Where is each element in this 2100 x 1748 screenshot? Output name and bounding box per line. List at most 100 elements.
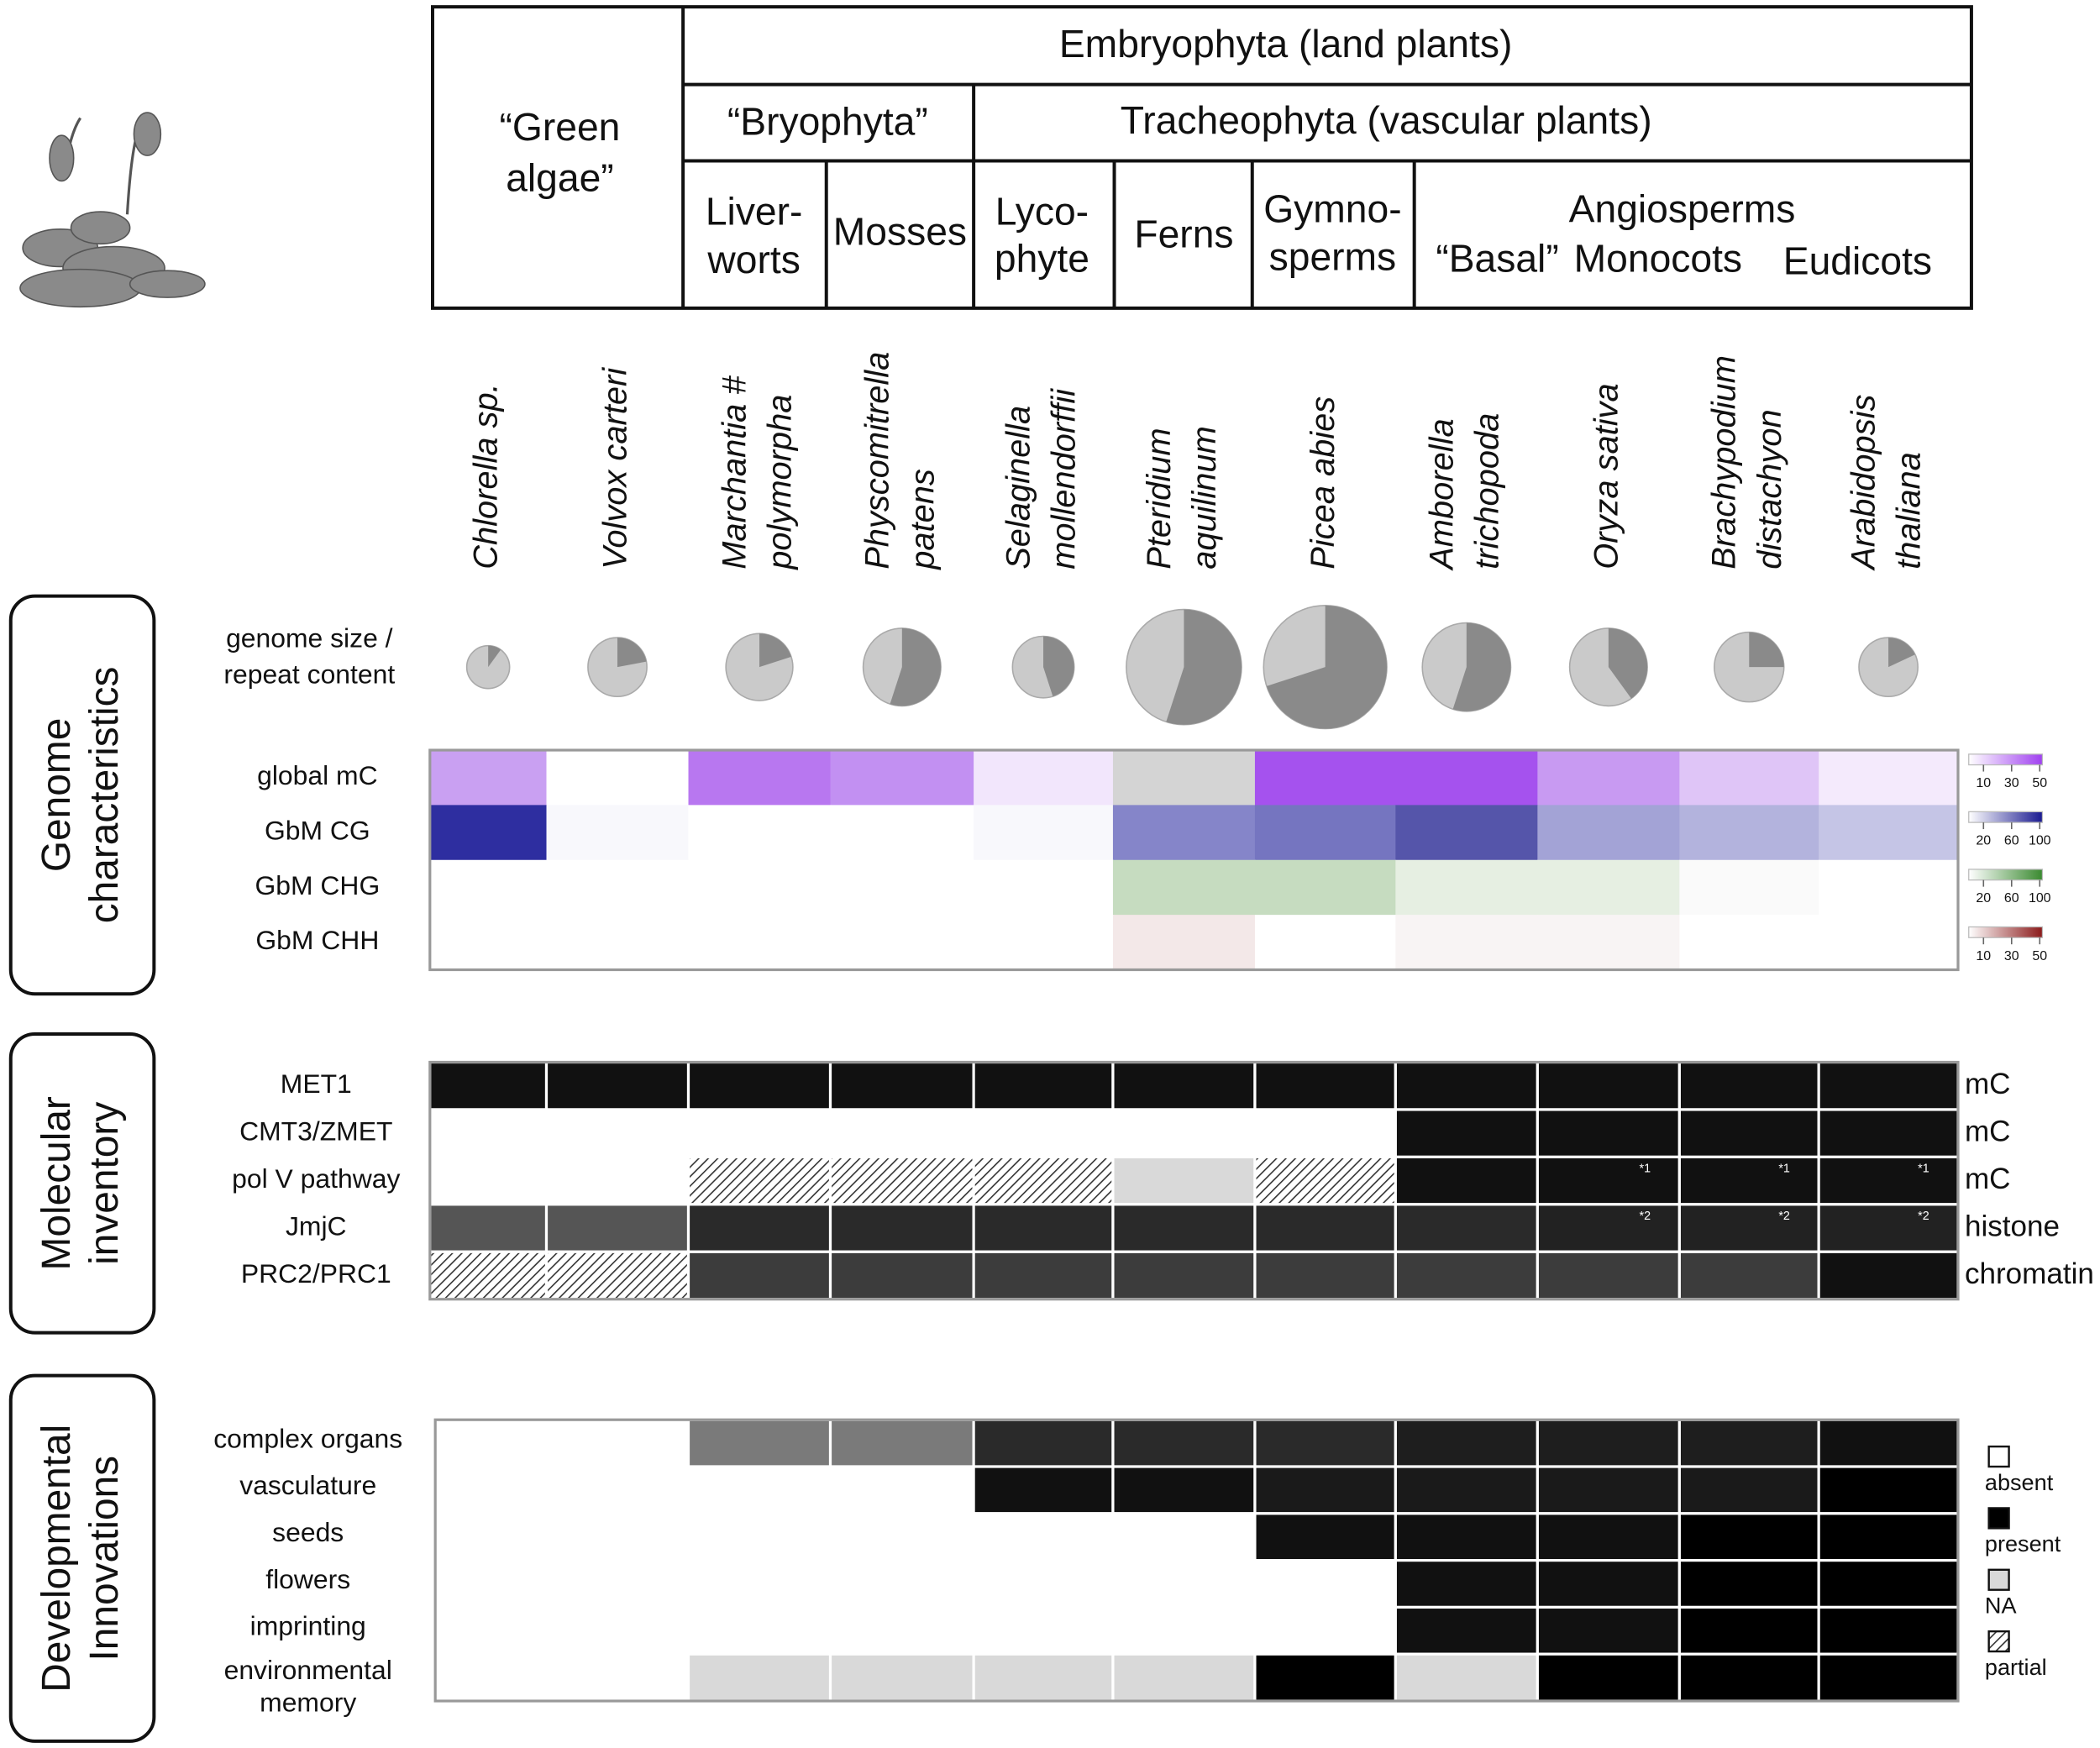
scale-label: 10: [1976, 776, 1991, 790]
section-label: Innovations: [82, 1456, 127, 1661]
heat-cell: [688, 750, 832, 806]
color-scale: [1968, 869, 2044, 881]
cell: [1817, 1155, 1960, 1206]
cell: [544, 1060, 690, 1111]
scale-label: 100: [2029, 891, 2051, 905]
heat-cell: [974, 859, 1114, 916]
cell: [1536, 1652, 1681, 1703]
species: Pteridium aquilinum: [1141, 426, 1223, 570]
cell: [433, 1418, 549, 1468]
heat-cell: [1112, 805, 1256, 861]
cell: [1536, 1203, 1681, 1253]
scale-label: 20: [1976, 834, 1991, 848]
pie-repeat: [617, 638, 647, 668]
cell: [428, 1155, 549, 1206]
cell: [1536, 1060, 1681, 1111]
cell: [1817, 1465, 1960, 1515]
cell: [1394, 1605, 1539, 1656]
cell: [972, 1418, 1115, 1468]
cell: [972, 1060, 1115, 1111]
cell: [428, 1203, 549, 1253]
pie-repeat: [1749, 632, 1784, 668]
cell: [1677, 1250, 1820, 1301]
heat-cell: [974, 805, 1114, 861]
heat-cell: [1537, 859, 1681, 916]
species-name: thaliana: [1891, 452, 1928, 570]
section-box: [8, 1032, 156, 1335]
cell: [1817, 1652, 1960, 1703]
species-name: Physcomitrella: [858, 352, 895, 570]
cell: [1817, 1250, 1960, 1301]
cell: [1536, 1605, 1681, 1656]
species-name: Pteridium: [1141, 428, 1178, 569]
cell: [1394, 1203, 1539, 1253]
scale-label: 10: [1976, 949, 1991, 963]
pie-repeat: [1266, 605, 1387, 729]
heat-cell: [1254, 915, 1397, 971]
row-label: complex organs: [213, 1423, 402, 1453]
cell: [1253, 1250, 1397, 1301]
cell: [686, 1512, 832, 1562]
scale-label: 60: [2004, 891, 2019, 905]
cell: [1111, 1060, 1257, 1111]
cell: [1253, 1605, 1397, 1656]
heat-cell: [974, 750, 1114, 806]
heat-cell: [688, 859, 832, 916]
cell: [1394, 1652, 1539, 1703]
heat-cell: [1395, 915, 1539, 971]
cell: [972, 1250, 1115, 1301]
scale-label: 60: [2004, 834, 2019, 848]
heat-cell: [1679, 750, 1819, 806]
row-label: GbM CG: [265, 815, 370, 845]
heat-cell: [1537, 915, 1681, 971]
row-label: genome size /: [226, 623, 393, 654]
heat-cell: [830, 915, 974, 971]
cell: [1536, 1465, 1681, 1515]
taxon: Angiosperms: [1569, 186, 1796, 230]
cell: [1394, 1512, 1539, 1562]
cell-note: *2: [1778, 1210, 1790, 1223]
cell: [1394, 1060, 1539, 1111]
heat-cell: [1254, 805, 1397, 861]
heat-cell: [1679, 805, 1819, 861]
cell: [433, 1605, 549, 1656]
species: Selaginella mollendorffii: [1000, 388, 1082, 570]
heat-cell: [830, 750, 974, 806]
species: Picea abies: [1305, 396, 1341, 570]
cell: [544, 1418, 690, 1468]
taxon: Tracheophyta (vascular plants): [1121, 98, 1652, 142]
cell: [1253, 1652, 1397, 1703]
cell: [828, 1060, 975, 1111]
pie-repeat: [1608, 627, 1648, 699]
cell: [1817, 1060, 1960, 1111]
cell: [1817, 1559, 1960, 1609]
cell: [828, 1605, 975, 1656]
cell: [1253, 1108, 1397, 1158]
row-category: mC: [1965, 1068, 2011, 1100]
cell: [428, 1060, 549, 1111]
legend-label: present: [1985, 1530, 2061, 1556]
cell: [544, 1559, 690, 1609]
cell: [686, 1203, 832, 1253]
color-scale: [1968, 753, 2044, 766]
heat-cell: [1819, 915, 1959, 971]
cell: [1394, 1465, 1539, 1515]
scale-label: 50: [2032, 776, 2047, 790]
heat-cell: [688, 915, 832, 971]
pie-repeat: [890, 627, 942, 706]
pie-repeat: [759, 633, 791, 668]
cell: [544, 1108, 690, 1158]
heat-cell: [830, 859, 974, 916]
cell: [1253, 1465, 1397, 1515]
cell: [1677, 1203, 1820, 1253]
cell: [1253, 1559, 1397, 1609]
species-name: Oryza sativa: [1588, 383, 1625, 569]
row-label: environmental: [224, 1655, 392, 1685]
taxon: Monocots: [1574, 236, 1742, 280]
heat-cell: [1819, 750, 1959, 806]
heat-cell: [429, 915, 548, 971]
species: Physcomitrella patens: [858, 352, 941, 570]
legend-swatch: [1987, 1507, 2010, 1530]
legend-label: NA: [1985, 1593, 2018, 1619]
cell: [1394, 1250, 1539, 1301]
